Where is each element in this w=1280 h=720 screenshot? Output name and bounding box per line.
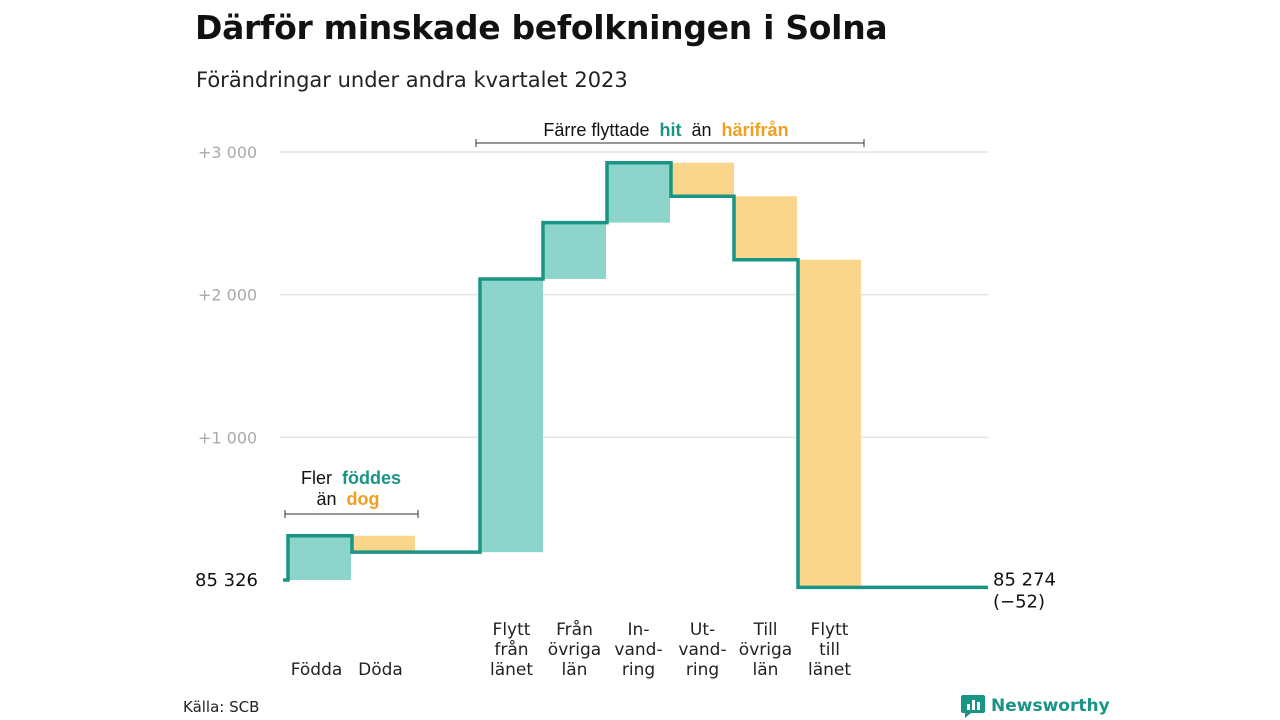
end-value-label: 85 274 <box>993 569 1056 590</box>
annotation-migration-text-2: än <box>692 120 712 140</box>
annotation-natural-text-1: Fler <box>301 468 332 488</box>
category-label: Flytt <box>811 620 849 640</box>
category-label: ring <box>686 660 719 680</box>
category-label: Flytt <box>493 620 531 640</box>
brand-name: Newsworthy <box>991 696 1110 716</box>
category-label: övriga <box>739 640 792 660</box>
annotation-migration-text-1: Färre flyttade <box>543 120 649 140</box>
annotation-migration-bracket <box>475 139 865 147</box>
bar-från-övriga-län <box>543 222 606 279</box>
bar-döda <box>352 535 415 553</box>
svg-text:Färre flyttade hit: Färre flyttade hit än härifrån <box>543 120 788 140</box>
annotation-migration: Färre flyttade hit än härifrån <box>475 120 865 147</box>
category-label: övriga <box>548 640 601 660</box>
category-label: Födda <box>291 660 343 680</box>
population-step-line <box>283 160 988 590</box>
start-value-label: 85 326 <box>195 570 258 591</box>
category-label: Döda <box>358 660 403 680</box>
annotation-migration-highlight-hit: hit <box>659 120 681 140</box>
category-label: län <box>562 660 588 680</box>
annotation-natural-change: Fler föddes än dog <box>284 468 419 518</box>
bar-chart-icon <box>961 695 985 718</box>
chart-subtitle: Förändringar under andra kvartalet 2023 <box>196 68 628 92</box>
category-label: länet <box>490 660 533 680</box>
annotation-natural-highlight-died: dog <box>347 489 380 509</box>
annotation-natural-highlight-born: föddes <box>342 468 401 488</box>
category-label: Till <box>752 620 777 640</box>
bar-flytt-till-länet <box>798 259 861 588</box>
net-change-label: (−52) <box>993 591 1045 612</box>
annotation-natural-text-2: än <box>316 489 336 509</box>
category-label: till <box>819 640 840 660</box>
bar-ut--vand--ring <box>671 162 734 197</box>
chart-title: Därför minskade befolkningen i Solna <box>195 8 888 47</box>
annotation-natural-bracket <box>284 510 419 518</box>
category-label: från <box>494 639 528 660</box>
category-label: Ut- <box>690 620 715 640</box>
y-tick-label: +2 000 <box>198 286 257 305</box>
category-label: vand- <box>678 640 726 660</box>
category-label: länet <box>808 660 851 680</box>
source-note: Källa: SCB <box>183 698 260 716</box>
annotation-migration-highlight-harifran: härifrån <box>722 120 789 140</box>
bar-till-övriga-län <box>734 196 797 260</box>
category-label: län <box>753 660 779 680</box>
bar-flytt-från-länet <box>480 278 543 553</box>
svg-text:Fler föddes: Fler föddes <box>301 468 401 488</box>
svg-text:än dog: än dog <box>316 489 379 509</box>
category-label: ring <box>622 660 655 680</box>
newsworthy-logo: Newsworthy <box>961 693 1110 719</box>
waterfall-chart: +1 000+2 000+3 000 Födda DödaFlyttfrånlän… <box>195 120 1056 680</box>
bar-födda <box>288 535 351 580</box>
category-label: In- <box>628 620 650 640</box>
y-tick-label: +1 000 <box>198 428 257 447</box>
category-label: Från <box>556 619 593 640</box>
y-tick-label: +3 000 <box>198 143 257 162</box>
category-label: vand- <box>614 640 662 660</box>
bar-in--vand--ring <box>607 162 670 223</box>
